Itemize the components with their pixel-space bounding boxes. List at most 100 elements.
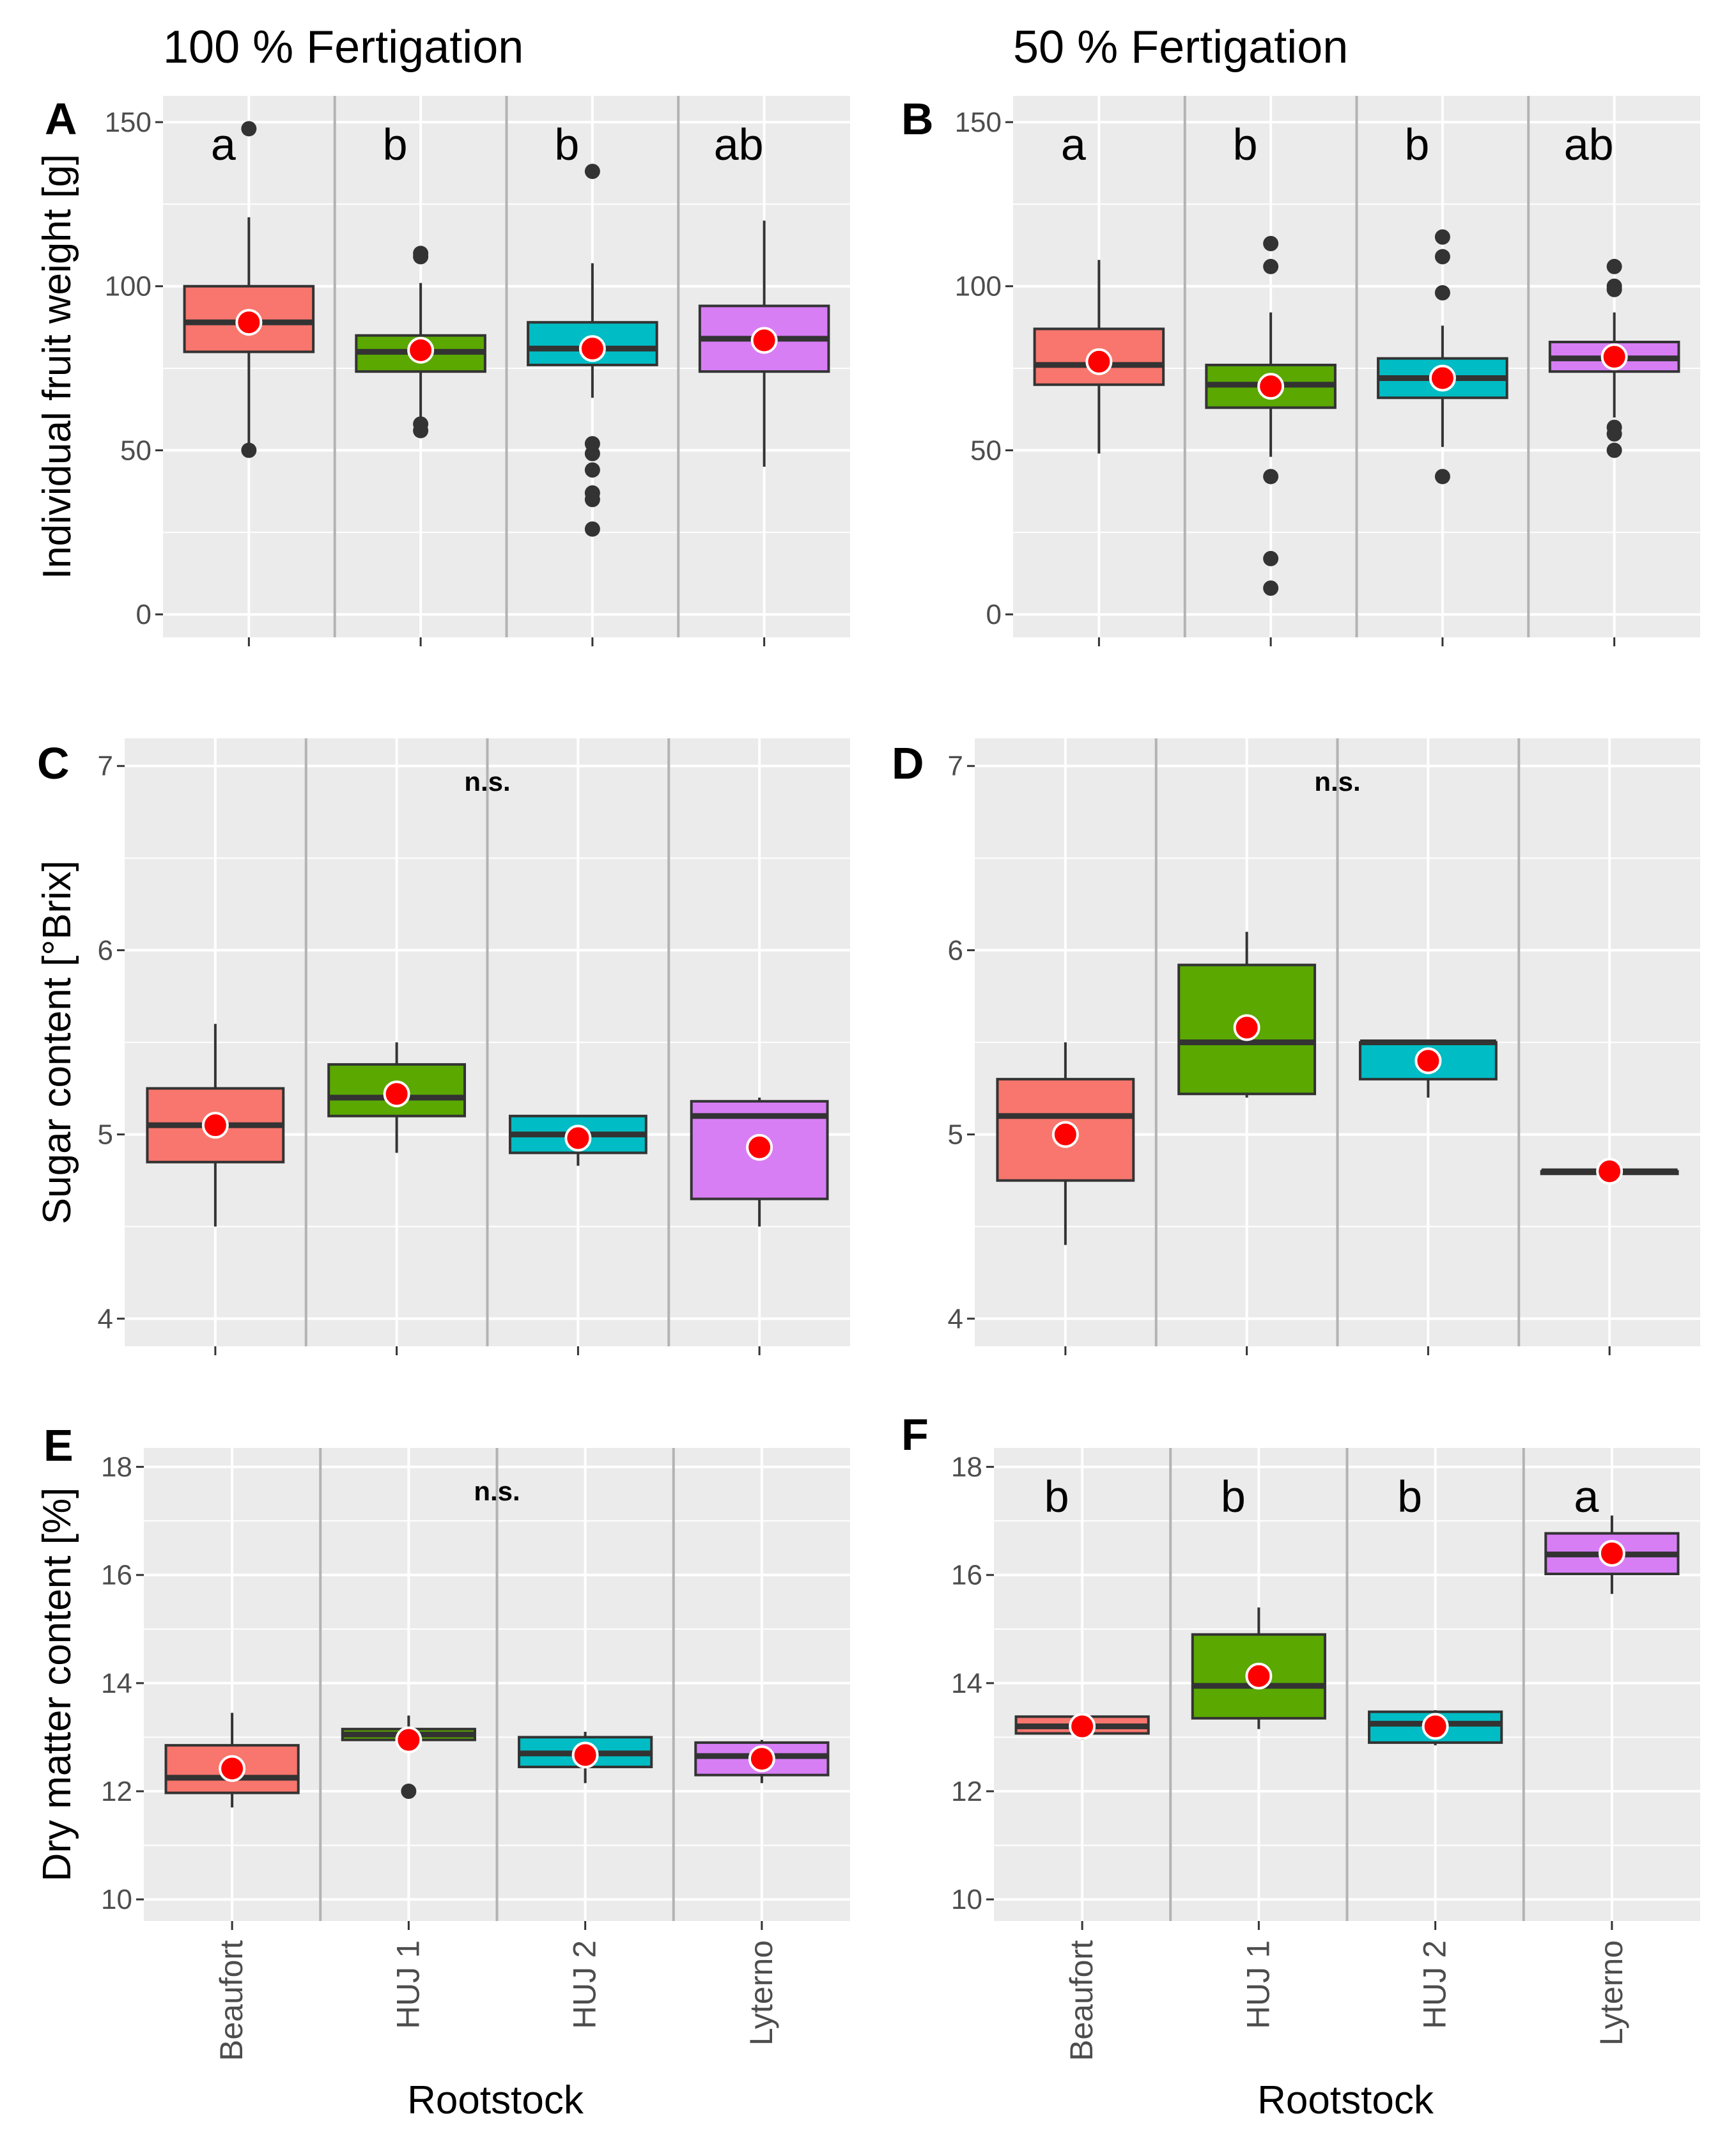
y-tick-label: 18 bbox=[101, 1452, 132, 1483]
box-huj-1 bbox=[327, 1042, 467, 1153]
mean-point bbox=[395, 1726, 422, 1754]
y-tick-label: 6 bbox=[948, 935, 963, 966]
y-tick-label: 5 bbox=[948, 1119, 963, 1151]
box-huj-2 bbox=[508, 1114, 647, 1166]
box-huj-1 bbox=[1205, 236, 1337, 596]
outlier-point bbox=[1434, 229, 1450, 245]
outlier-point bbox=[1434, 249, 1450, 265]
box-beaufort bbox=[164, 1713, 300, 1808]
box-lyterno bbox=[690, 1097, 829, 1227]
y-tick-label: 10 bbox=[101, 1884, 132, 1915]
significance-letter: a bbox=[1574, 1472, 1599, 1521]
panel-label: C bbox=[37, 738, 70, 788]
box-huj-1 bbox=[1177, 931, 1317, 1098]
box-huj-2 bbox=[1368, 1710, 1503, 1746]
y-tick-label: 16 bbox=[101, 1560, 132, 1591]
mean-point bbox=[1245, 1662, 1273, 1690]
outlier-point bbox=[1263, 469, 1279, 485]
significance-letter: b bbox=[1404, 120, 1429, 169]
outlier-point bbox=[241, 442, 257, 458]
mean-point bbox=[1600, 343, 1628, 371]
y-axis-title: Sugar content [°Brix] bbox=[35, 860, 79, 1224]
significance-label: n.s. bbox=[474, 1476, 520, 1506]
outlier-point bbox=[413, 423, 429, 439]
y-tick-label: 0 bbox=[986, 599, 1002, 630]
panel-e: 10 12 14 16 18 n.s. E Dry matter content [%] Bea… bbox=[35, 1420, 850, 2061]
outlier-point bbox=[584, 446, 600, 462]
x-tick-label: HUJ 2 bbox=[567, 1940, 603, 2029]
y-tick-label: 150 bbox=[105, 107, 151, 138]
box-beaufort bbox=[183, 121, 315, 458]
mean-point bbox=[1596, 1158, 1624, 1185]
mean-point bbox=[1257, 373, 1285, 400]
y-tick-label: 14 bbox=[951, 1668, 982, 1699]
box-beaufort bbox=[996, 1042, 1135, 1245]
box-huj-2 bbox=[1377, 229, 1508, 485]
outlier-point bbox=[1434, 469, 1450, 485]
box-huj-2 bbox=[518, 1732, 653, 1784]
panel-label: A bbox=[45, 94, 77, 144]
x-tick-label: HUJ 2 bbox=[1417, 1940, 1453, 2029]
outlier-point bbox=[584, 164, 600, 180]
mean-point bbox=[748, 1745, 775, 1773]
outlier-point bbox=[1263, 258, 1279, 274]
y-tick-label: 100 bbox=[955, 271, 1002, 302]
panel-label: B bbox=[901, 94, 934, 144]
outlier-point bbox=[1263, 236, 1279, 251]
y-tick-label: 4 bbox=[98, 1303, 113, 1335]
y-tick-label: 7 bbox=[98, 751, 113, 782]
y-tick-label: 18 bbox=[951, 1452, 982, 1483]
mean-point bbox=[571, 1741, 599, 1769]
mean-point bbox=[201, 1112, 229, 1139]
mean-point bbox=[1233, 1014, 1260, 1041]
x-tick-label: Lyterno bbox=[743, 1940, 779, 2046]
column-title-50: 50 % Fertigation bbox=[1013, 22, 1348, 73]
significance-letter: b bbox=[1397, 1472, 1422, 1521]
panel-f: 10 12 14 16 18 b b b a F Beaufort HUJ 1 HUJ 2 Lyterno bbox=[901, 1410, 1700, 2061]
mean-point bbox=[1598, 1539, 1625, 1567]
outlier-point bbox=[1606, 281, 1622, 297]
box-beaufort bbox=[146, 1023, 285, 1227]
outlier-point bbox=[241, 121, 257, 137]
panel-c: 4 5 6 7 n.s. C Sugar content [°Brix] bbox=[35, 738, 850, 1355]
outlier-point bbox=[1434, 285, 1450, 300]
significance-letter: b bbox=[1221, 1472, 1246, 1521]
x-axis-title-right: Rootstock bbox=[1257, 2078, 1434, 2122]
y-axis-title: Individual fruit weight [g] bbox=[35, 154, 79, 579]
significance-label: n.s. bbox=[464, 766, 510, 797]
x-tick-label: Lyterno bbox=[1593, 1940, 1629, 2046]
significance-letter: a bbox=[1061, 120, 1086, 169]
box-lyterno bbox=[698, 221, 830, 467]
y-tick-label: 16 bbox=[951, 1560, 982, 1591]
mean-point bbox=[1051, 1121, 1079, 1148]
outlier-point bbox=[1606, 258, 1622, 274]
y-tick-label: 12 bbox=[951, 1776, 982, 1807]
significance-letter: a bbox=[211, 120, 236, 169]
significance-letter: ab bbox=[1564, 120, 1614, 169]
mean-point bbox=[1429, 364, 1456, 392]
mean-point bbox=[1422, 1713, 1449, 1740]
box-lyterno bbox=[1544, 1515, 1680, 1594]
box-lyterno bbox=[1540, 1158, 1679, 1185]
y-tick-label: 50 bbox=[120, 435, 151, 466]
panel-label: E bbox=[43, 1420, 74, 1470]
box-huj-2 bbox=[1358, 1039, 1498, 1098]
significance-letter: b bbox=[1044, 1472, 1069, 1521]
outlier-point bbox=[1263, 550, 1279, 566]
mean-point bbox=[746, 1133, 773, 1161]
x-tick-label: HUJ 1 bbox=[1240, 1940, 1276, 2029]
y-tick-label: 150 bbox=[955, 107, 1002, 138]
mean-point bbox=[1069, 1713, 1096, 1740]
panel-label: D bbox=[892, 738, 924, 788]
mean-point bbox=[407, 336, 435, 364]
panel-label: F bbox=[901, 1410, 929, 1459]
significance-label: n.s. bbox=[1314, 766, 1360, 797]
outlier-point bbox=[1263, 580, 1279, 596]
y-tick-label: 14 bbox=[101, 1668, 132, 1699]
box-body bbox=[1033, 327, 1165, 386]
y-tick-label: 5 bbox=[98, 1119, 113, 1151]
mean-point bbox=[1414, 1047, 1442, 1075]
